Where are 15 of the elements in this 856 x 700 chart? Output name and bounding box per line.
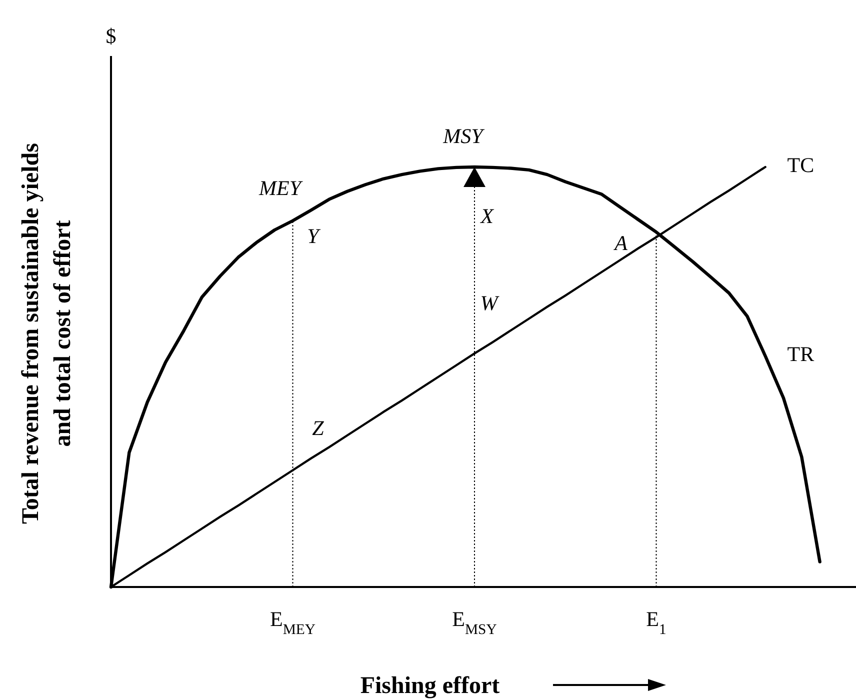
x-tick-label: E$_{MEY}$ (270, 607, 316, 638)
annotation: X (480, 204, 495, 228)
x-tick-label: E$_{1}$ (646, 607, 666, 638)
series-label: TC (787, 152, 814, 177)
x-axis-title: Fishing effort (360, 673, 500, 699)
annotation: Y (307, 224, 322, 248)
series-label: TR (787, 342, 814, 366)
annotation: Z (312, 416, 324, 440)
text: $ (106, 24, 116, 48)
x-tick-label: E$_{MSY}$ (452, 607, 498, 638)
annotation: W (480, 290, 500, 315)
annotation: MEY (258, 176, 304, 200)
annotation: A (612, 230, 628, 255)
y-axis-title: Total revenue from sustainable yields and total cost of effort (18, 143, 76, 524)
text: MSY (442, 124, 486, 148)
